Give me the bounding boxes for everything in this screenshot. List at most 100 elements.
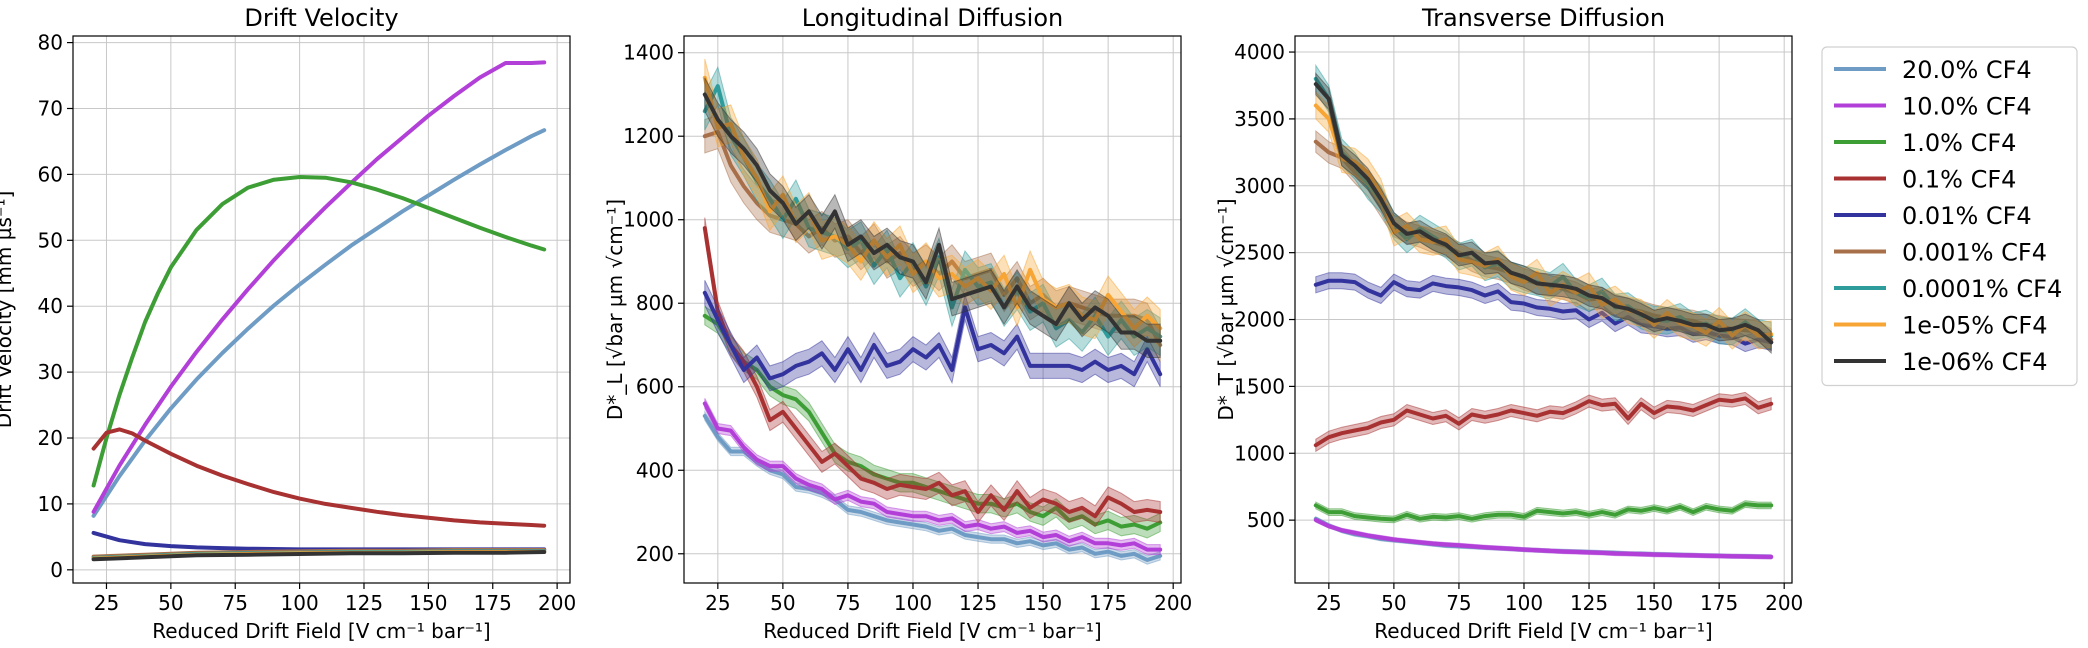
axes-frame: [72, 35, 571, 584]
y-tick-label: 400: [636, 458, 674, 482]
chart-panel-3: 25 50 75 100 125 150 175 200 500 1000 1500 2000 2500…: [1214, 4, 1803, 643]
legend-label: 1.0% CF4: [1902, 129, 2016, 157]
x-tick-label: 100: [1505, 591, 1543, 615]
chart-panel-2: 25 50 75 100 125 150 175 200 200 400 600 800 1000 120…: [603, 4, 1192, 643]
x-tick-label: 125: [959, 591, 997, 615]
x-tick-label: 150: [1024, 591, 1062, 615]
ticks: 25 50 75 100 125 150 175 200 500 1000 1500 2000 2500…: [1234, 40, 1803, 615]
error-band: [704, 305, 1161, 539]
y-tick-label: 200: [636, 542, 674, 566]
grid: [1295, 36, 1792, 583]
y-axis-label: D*_T [√bar µm √cm⁻¹]: [1214, 198, 1238, 420]
y-tick-label: 1500: [1234, 374, 1285, 398]
series-line: [702, 226, 1163, 519]
y-axis-label: D*_L [√bar µm √cm⁻¹]: [603, 199, 627, 420]
x-tick-label: 175: [474, 591, 512, 615]
x-axis-label: Reduced Drift Field [V cm⁻¹ bar⁻¹]: [763, 619, 1101, 643]
y-tick-label: 1400: [623, 41, 674, 65]
x-tick-label: 75: [1446, 591, 1471, 615]
ticks: 25 50 75 100 125 150 175 200 0 10 20 30 40 50 60 70 80: [38, 31, 577, 615]
series-group: [702, 58, 1163, 565]
chart-title: Longitudinal Diffusion: [802, 4, 1063, 32]
x-axis-label: Reduced Drift Field [V cm⁻¹ bar⁻¹]: [152, 619, 490, 643]
y-tick-label: 1000: [1234, 441, 1285, 465]
y-tick-label: 60: [38, 162, 63, 186]
legend: 20.0% CF4 10.0% CF4 1.0% CF4 0.1% CF4 0.01% …: [1821, 46, 2078, 387]
series-line: [702, 414, 1163, 562]
y-tick-label: 2500: [1234, 241, 1285, 265]
legend-item: 0.1% CF4: [1834, 166, 2016, 194]
x-tick-label: 100: [281, 591, 319, 615]
series-line: [1313, 518, 1774, 559]
error-band: [704, 217, 1161, 528]
x-tick-label: 50: [1381, 591, 1406, 615]
x-tick-label: 125: [345, 591, 383, 615]
series-line: [702, 92, 1163, 343]
legend-label: 1e-06% CF4: [1902, 348, 2048, 376]
x-tick-label: 150: [409, 591, 447, 615]
y-tick-label: 80: [38, 31, 63, 55]
y-tick-label: 3000: [1234, 174, 1285, 198]
chart-title: Transverse Diffusion: [1421, 4, 1665, 32]
y-tick-label: 70: [38, 96, 63, 120]
x-tick-label: 50: [158, 591, 183, 615]
legend-frame: [1821, 46, 2078, 387]
x-tick-label: 200: [1765, 591, 1803, 615]
legend-item: 10.0% CF4: [1834, 93, 2032, 121]
x-tick-label: 75: [835, 591, 860, 615]
y-tick-label: 800: [636, 291, 674, 315]
y-tick-label: 600: [636, 375, 674, 399]
series-line: [1313, 396, 1774, 448]
y-tick-label: 2000: [1234, 308, 1285, 332]
x-tick-label: 75: [223, 591, 248, 615]
series-group: [1313, 63, 1774, 560]
series-line: [702, 313, 1163, 531]
error-band: [1315, 72, 1772, 355]
y-tick-label: 1000: [623, 208, 674, 232]
legend-label: 0.001% CF4: [1902, 239, 2047, 267]
x-axis-label: Reduced Drift Field [V cm⁻¹ bar⁻¹]: [1374, 619, 1712, 643]
x-tick-label: 150: [1635, 591, 1673, 615]
series-line: [1313, 82, 1774, 345]
x-tick-label: 50: [770, 591, 795, 615]
legend-item: 1e-05% CF4: [1834, 312, 2048, 340]
x-tick-label: 25: [705, 591, 730, 615]
legend-label: 1e-05% CF4: [1902, 312, 2048, 340]
x-tick-label: 125: [1570, 591, 1608, 615]
error-band: [704, 77, 1161, 358]
series-line: [91, 175, 547, 488]
x-tick-label: 175: [1089, 591, 1127, 615]
chart-panel-1: 25 50 75 100 125 150 175 200 0 10 20 30 40 50 60 70 80 Dr…: [0, 4, 576, 643]
series-line: [1313, 502, 1774, 522]
error-band: [704, 280, 1161, 392]
x-tick-label: 25: [94, 591, 119, 615]
x-tick-label: 175: [1700, 591, 1738, 615]
series-line: [702, 290, 1163, 381]
chart-title: Drift Velocity: [244, 4, 398, 32]
legend-label: 10.0% CF4: [1902, 93, 2032, 121]
legend-item: 20.0% CF4: [1834, 56, 2032, 84]
legend-label: 0.0001% CF4: [1902, 275, 2062, 303]
series-line: [91, 550, 547, 562]
y-tick-label: 20: [38, 426, 63, 450]
y-tick-label: 1200: [623, 124, 674, 148]
y-tick-label: 500: [1247, 508, 1285, 532]
series-line: [91, 427, 547, 528]
y-axis-label: Drift Velocity [mm µs⁻¹]: [0, 191, 16, 429]
legend-item: 0.001% CF4: [1834, 239, 2047, 267]
x-tick-label: 200: [538, 591, 576, 615]
y-tick-label: 50: [38, 228, 63, 252]
legend-item: 1.0% CF4: [1834, 129, 2016, 157]
series-group: [91, 60, 547, 562]
axes-frame: [1294, 35, 1793, 584]
legend-item: 1e-06% CF4: [1834, 348, 2048, 376]
y-tick-label: 3500: [1234, 107, 1285, 131]
legend-label: 0.1% CF4: [1902, 166, 2016, 194]
x-tick-label: 25: [1316, 591, 1341, 615]
legend-item: 0.0001% CF4: [1834, 275, 2062, 303]
ticks: 25 50 75 100 125 150 175 200 200 400 600 800 1000 120…: [623, 41, 1192, 615]
legend-item: 0.01% CF4: [1834, 202, 2032, 230]
series-line: [702, 401, 1163, 552]
y-tick-label: 30: [38, 360, 63, 384]
